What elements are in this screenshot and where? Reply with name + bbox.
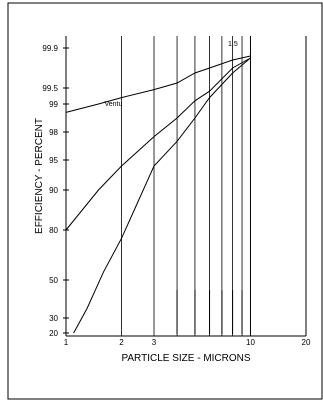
grid-layer bbox=[63, 36, 307, 336]
figure-frame bbox=[7, 2, 323, 400]
y-tick-label: 20 bbox=[49, 329, 58, 338]
series-layer bbox=[65, 55, 251, 334]
y-tick-label: 99.9 bbox=[42, 44, 58, 53]
y-tick-label: 80 bbox=[49, 226, 58, 235]
y-axis-label: EFFICIENCY - PERCENT bbox=[34, 118, 45, 234]
series-line bbox=[65, 57, 251, 231]
y-tick-label: 99.5 bbox=[42, 84, 58, 93]
annotation-label: 1.5 bbox=[228, 41, 238, 48]
x-tick-label: 20 bbox=[302, 338, 311, 347]
y-tick-label: 98 bbox=[49, 128, 58, 137]
y-tick-label: 99 bbox=[49, 100, 58, 109]
x-tick-label: 10 bbox=[246, 338, 255, 347]
y-tick-label: 90 bbox=[49, 186, 58, 195]
y-tick-label: 50 bbox=[49, 276, 58, 285]
label-layer: 99.9 99.5 99 98 95 90 80 50 30 20 1 2 3 10 20 Ventu 1.5 bbox=[42, 41, 311, 347]
series-label: Ventu bbox=[104, 101, 122, 108]
x-axis-label: PARTICLE SIZE - MICRONS bbox=[121, 353, 250, 364]
y-tick-label: 30 bbox=[49, 314, 58, 323]
series-line bbox=[73, 57, 251, 334]
series-line bbox=[65, 55, 251, 113]
x-tick-label: 3 bbox=[152, 338, 157, 347]
x-tick-label: 1 bbox=[64, 338, 69, 347]
y-tick-label: 95 bbox=[49, 156, 58, 165]
x-tick-label: 2 bbox=[119, 338, 124, 347]
